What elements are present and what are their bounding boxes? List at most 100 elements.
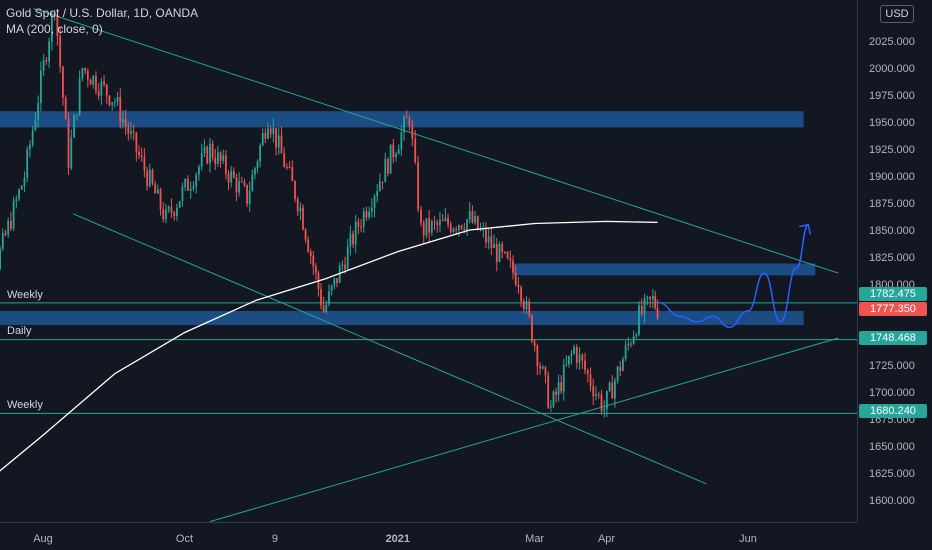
- candle-body: [53, 13, 56, 15]
- candle-body: [211, 143, 214, 158]
- candle-body: [428, 218, 431, 233]
- candle-body: [173, 212, 176, 216]
- candle-body: [611, 382, 614, 399]
- candle-body: [312, 256, 315, 267]
- level-label-weekly-lower: Weekly: [7, 399, 43, 411]
- candle-body: [495, 244, 498, 262]
- time-tick-label: Mar: [525, 533, 544, 545]
- trendline-1: [72, 213, 707, 485]
- candle-body: [103, 81, 105, 85]
- candle-body: [67, 119, 70, 169]
- candle-body: [338, 265, 341, 283]
- symbol-title: Gold Spot / U.S. Dollar, 1D, OANDA: [6, 6, 199, 20]
- candle-body: [354, 221, 357, 245]
- candle-body: [479, 229, 482, 231]
- candle-body: [578, 354, 581, 363]
- candle-body: [264, 133, 267, 139]
- candle-body: [15, 199, 18, 202]
- candle-body: [12, 201, 15, 229]
- candle-body: [261, 133, 264, 146]
- candle-body: [86, 70, 89, 80]
- candle-body: [656, 307, 659, 318]
- candle-body: [506, 252, 509, 259]
- candle-body: [514, 272, 517, 285]
- candle-body: [414, 138, 417, 163]
- candle-body: [463, 228, 466, 231]
- candle-body: [544, 366, 547, 376]
- candle-body: [62, 66, 64, 98]
- candle-body: [224, 155, 227, 174]
- candle-body: [455, 228, 458, 231]
- candle-body: [248, 191, 251, 204]
- candle-body: [474, 216, 477, 223]
- price-tick-label: 1625.000: [869, 468, 915, 480]
- candle-body: [330, 285, 333, 292]
- candle-body: [378, 181, 381, 191]
- price-tick-label: 1825.000: [869, 252, 915, 264]
- candle-body: [285, 167, 288, 169]
- candle-body: [48, 41, 51, 62]
- price-tick-label: 1725.000: [869, 360, 915, 372]
- candle-body: [360, 226, 362, 228]
- candle-body: [405, 117, 408, 119]
- candle-body: [328, 291, 330, 305]
- candle-body: [238, 181, 241, 193]
- chart-legend: Gold Spot / U.S. Dollar, 1D, OANDA MA (2…: [6, 5, 198, 37]
- candle-body: [649, 296, 652, 300]
- candle-body: [439, 219, 441, 225]
- candle-body: [34, 119, 37, 131]
- price-tick-label: 1650.000: [869, 441, 915, 453]
- candle-body: [122, 119, 124, 122]
- candle-body: [18, 189, 20, 200]
- trendlines[interactable]: [33, 8, 839, 523]
- candle-body: [498, 244, 501, 262]
- candle-body: [84, 68, 87, 71]
- candle-body: [132, 131, 135, 133]
- candle-body: [362, 211, 365, 227]
- candle-body: [638, 305, 640, 335]
- candle-body: [116, 97, 119, 102]
- candle-body: [45, 60, 48, 62]
- candle-body: [425, 218, 428, 236]
- candle-body: [643, 298, 646, 314]
- candle-body: [547, 375, 550, 408]
- candle-body: [288, 167, 291, 169]
- candle-body: [148, 170, 151, 187]
- candle-body: [254, 168, 256, 175]
- candle-body: [509, 258, 512, 261]
- candle-body: [605, 390, 608, 409]
- candle-body: [31, 130, 34, 145]
- candle-body: [4, 232, 7, 235]
- candle-body: [433, 221, 436, 223]
- horizontal-levels[interactable]: [0, 302, 857, 414]
- candle-body: [176, 207, 178, 216]
- time-axis[interactable]: Aug Oct 9 2021 Mar Apr Jun: [33, 533, 757, 545]
- candle-body: [595, 394, 597, 397]
- currency-button[interactable]: USD: [880, 5, 914, 23]
- candle-body: [269, 128, 272, 135]
- candle-body: [307, 239, 310, 252]
- candle-body: [422, 222, 425, 236]
- candle-body: [493, 244, 495, 249]
- candle-body: [333, 278, 336, 286]
- candle-body: [430, 221, 433, 233]
- candle-body: [187, 178, 189, 191]
- candle-body: [156, 189, 159, 194]
- candle-body: [235, 177, 238, 193]
- candle-body: [165, 209, 167, 220]
- candle-body: [384, 158, 387, 183]
- candle-body: [97, 90, 100, 96]
- candle-body: [387, 158, 389, 174]
- candle-body: [26, 149, 29, 179]
- candle-body: [81, 68, 84, 79]
- candle-body: [243, 182, 246, 185]
- candle-body: [381, 181, 384, 183]
- price-tick-label: 2000.000: [869, 63, 915, 75]
- candle-body: [600, 394, 603, 411]
- zone-0: [0, 111, 804, 128]
- candle-body: [635, 334, 638, 337]
- supply-demand-zones[interactable]: [0, 111, 816, 326]
- candle-body: [630, 343, 632, 345]
- projection-path[interactable]: [657, 223, 812, 328]
